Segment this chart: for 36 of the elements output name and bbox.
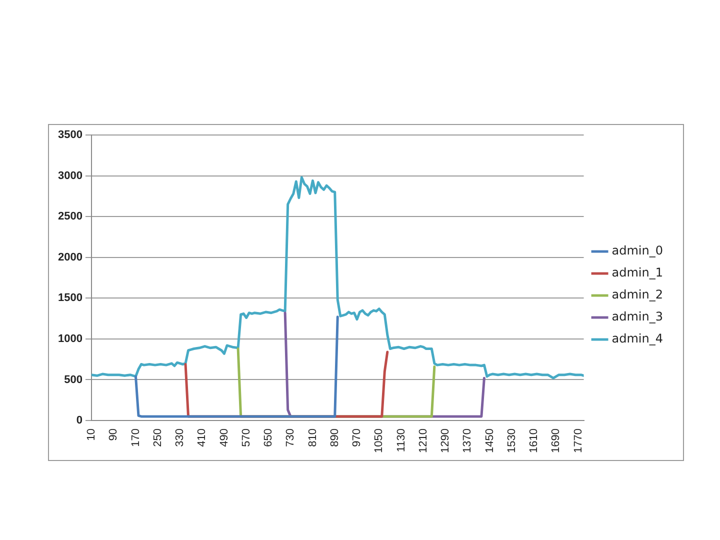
x-tick-label: 10 bbox=[86, 428, 98, 441]
x-tick-label: 1530 bbox=[506, 428, 518, 454]
x-tick-label: 570 bbox=[240, 428, 252, 447]
x-tick-label: 1050 bbox=[373, 428, 386, 454]
legend-label: admin_0 bbox=[612, 244, 663, 258]
x-tick-label: 490 bbox=[218, 428, 230, 447]
x-tick-label: 90 bbox=[108, 428, 120, 441]
x-tick-label: 1690 bbox=[550, 428, 562, 454]
x-tick-label: 890 bbox=[328, 428, 341, 447]
x-tick-label: 970 bbox=[351, 428, 364, 447]
legend-label: admin_3 bbox=[612, 310, 663, 324]
y-tick-label: 3000 bbox=[58, 170, 82, 182]
x-tick-label: 730 bbox=[284, 428, 297, 447]
y-tick-label: 1000 bbox=[58, 332, 82, 345]
y-tick-label: 1500 bbox=[58, 292, 82, 304]
x-tick-label: 650 bbox=[262, 428, 275, 447]
y-tick-label: 2000 bbox=[58, 251, 82, 264]
x-tick-label: 1130 bbox=[395, 428, 408, 452]
legend-label: admin_2 bbox=[612, 288, 663, 302]
x-tick-label: 1370 bbox=[462, 428, 474, 454]
x-tick-label: 330 bbox=[174, 428, 186, 447]
x-tick-label: 410 bbox=[196, 428, 208, 447]
x-tick-label: 1610 bbox=[528, 428, 540, 454]
x-tick-label: 810 bbox=[306, 428, 319, 447]
x-tick-label: 170 bbox=[130, 428, 142, 447]
x-tick-label: 1210 bbox=[417, 428, 430, 454]
y-tick-label: 3500 bbox=[58, 129, 82, 142]
y-tick-label: 2500 bbox=[58, 210, 82, 223]
x-tick-label: 1770 bbox=[572, 428, 584, 454]
y-tick-label: 0 bbox=[76, 414, 82, 427]
legend-label: admin_1 bbox=[612, 266, 663, 280]
x-tick-label: 1450 bbox=[484, 428, 496, 454]
legend-label: admin_4 bbox=[612, 332, 663, 346]
y-tick-label: 500 bbox=[64, 374, 82, 386]
x-tick-label: 1290 bbox=[440, 428, 452, 454]
x-tick-label: 250 bbox=[152, 428, 164, 447]
